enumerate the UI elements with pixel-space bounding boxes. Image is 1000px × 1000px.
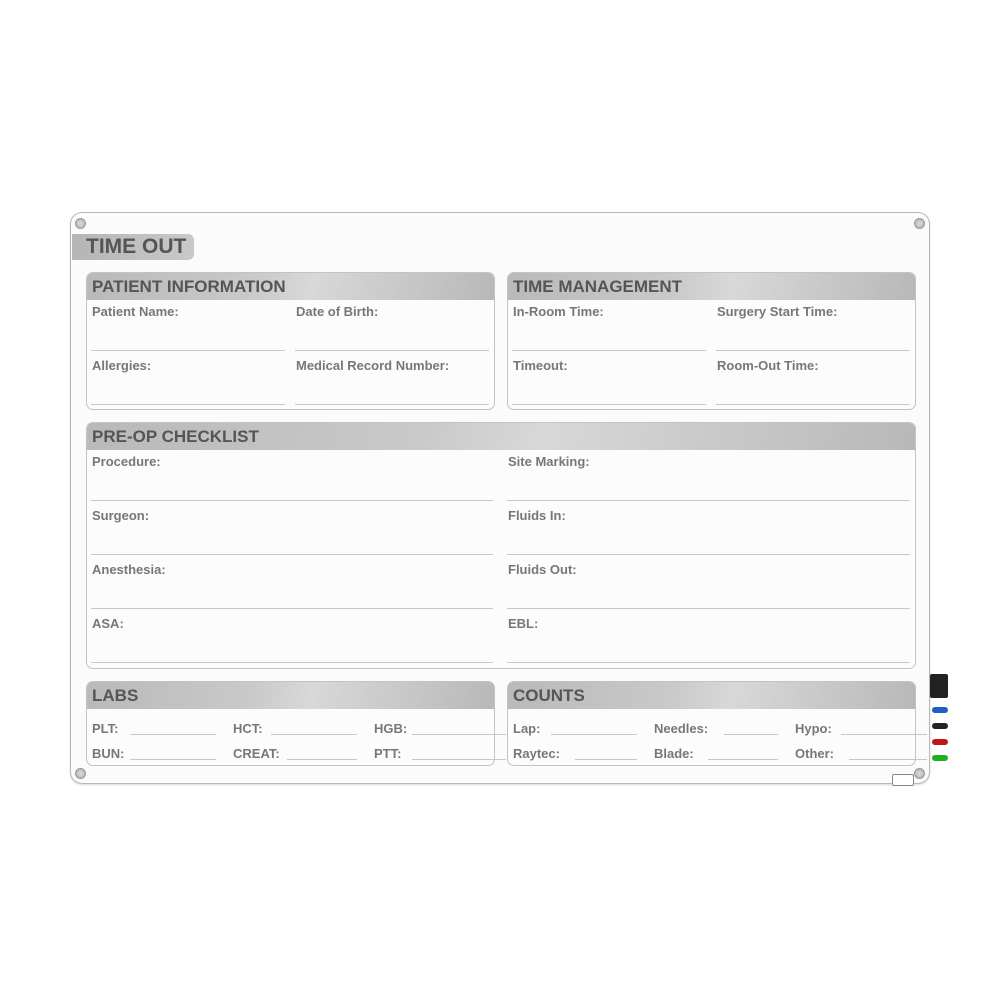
surgery-start-time-label: Surgery Start Time: bbox=[717, 304, 838, 319]
in-room-time-write-line[interactable] bbox=[512, 350, 706, 351]
site-marking-write-line[interactable] bbox=[507, 500, 910, 501]
hct-write-line[interactable] bbox=[271, 734, 357, 735]
hypo-write-line[interactable] bbox=[841, 734, 927, 735]
room-out-time-write-line[interactable] bbox=[716, 404, 910, 405]
mounting-screw-icon bbox=[75, 218, 86, 229]
needles-write-line[interactable] bbox=[724, 734, 778, 735]
asa-write-line[interactable] bbox=[91, 662, 493, 663]
hgb-label: HGB: bbox=[374, 721, 408, 736]
blade-label: Blade: bbox=[654, 746, 694, 761]
medical-record-number-label: Medical Record Number: bbox=[296, 358, 450, 373]
surgeon-label: Surgeon: bbox=[92, 508, 150, 523]
in-room-time-label: In-Room Time: bbox=[513, 304, 604, 319]
mounting-screw-icon bbox=[75, 768, 86, 779]
time-management-panel: TIME MANAGEMENT bbox=[507, 272, 916, 410]
green-marker[interactable] bbox=[932, 755, 948, 761]
panel-heading: COUNTS bbox=[508, 682, 915, 709]
black-marker[interactable] bbox=[932, 723, 948, 729]
plt-write-line[interactable] bbox=[130, 734, 216, 735]
panel-heading: LABS bbox=[87, 682, 494, 709]
medical-record-number-write-line[interactable] bbox=[295, 404, 489, 405]
counts-panel: COUNTS bbox=[507, 681, 916, 766]
mounting-screw-icon bbox=[914, 768, 925, 779]
hct-label: HCT: bbox=[233, 721, 263, 736]
panel-heading: TIME MANAGEMENT bbox=[508, 273, 915, 300]
ptt-label: PTT: bbox=[374, 746, 402, 761]
other-write-line[interactable] bbox=[849, 759, 927, 760]
timeout-label: Timeout: bbox=[513, 358, 568, 373]
ebl-label: EBL: bbox=[508, 616, 539, 631]
hgb-write-line[interactable] bbox=[412, 734, 506, 735]
board-title: TIME OUT bbox=[72, 234, 194, 260]
fluids-in-write-line[interactable] bbox=[507, 554, 910, 555]
marker-tray bbox=[892, 774, 914, 786]
eraser[interactable] bbox=[930, 674, 948, 698]
surgery-start-time-write-line[interactable] bbox=[716, 350, 910, 351]
panel-heading: PRE-OP CHECKLIST bbox=[87, 423, 915, 450]
patient-information-panel: PATIENT INFORMATION bbox=[86, 272, 495, 410]
site-marking-label: Site Marking: bbox=[508, 454, 590, 469]
procedure-label: Procedure: bbox=[92, 454, 161, 469]
pre-op-checklist-panel: PRE-OP CHECKLIST bbox=[86, 422, 916, 669]
allergies-label: Allergies: bbox=[92, 358, 152, 373]
patient-name-write-line[interactable] bbox=[91, 350, 285, 351]
mounting-screw-icon bbox=[914, 218, 925, 229]
asa-label: ASA: bbox=[92, 616, 124, 631]
other-label: Other: bbox=[795, 746, 834, 761]
fluids-out-label: Fluids Out: bbox=[508, 562, 577, 577]
bun-write-line[interactable] bbox=[130, 759, 216, 760]
anesthesia-label: Anesthesia: bbox=[92, 562, 166, 577]
needles-label: Needles: bbox=[654, 721, 709, 736]
procedure-write-line[interactable] bbox=[91, 500, 493, 501]
anesthesia-write-line[interactable] bbox=[91, 608, 493, 609]
patient-name-label: Patient Name: bbox=[92, 304, 179, 319]
lap-label: Lap: bbox=[513, 721, 541, 736]
raytec-label: Raytec: bbox=[513, 746, 560, 761]
blade-write-line[interactable] bbox=[708, 759, 778, 760]
blue-marker[interactable] bbox=[932, 707, 948, 713]
bun-label: BUN: bbox=[92, 746, 125, 761]
plt-label: PLT: bbox=[92, 721, 119, 736]
allergies-write-line[interactable] bbox=[91, 404, 285, 405]
lap-write-line[interactable] bbox=[551, 734, 637, 735]
surgeon-write-line[interactable] bbox=[91, 554, 493, 555]
room-out-time-label: Room-Out Time: bbox=[717, 358, 819, 373]
fluids-in-label: Fluids In: bbox=[508, 508, 566, 523]
ebl-write-line[interactable] bbox=[507, 662, 910, 663]
date-of-birth-label: Date of Birth: bbox=[296, 304, 379, 319]
ptt-write-line[interactable] bbox=[412, 759, 506, 760]
labs-panel: LABS bbox=[86, 681, 495, 766]
raytec-write-line[interactable] bbox=[575, 759, 637, 760]
panel-heading: PATIENT INFORMATION bbox=[87, 273, 494, 300]
creat-label: CREAT: bbox=[233, 746, 280, 761]
timeout-write-line[interactable] bbox=[512, 404, 706, 405]
date-of-birth-write-line[interactable] bbox=[295, 350, 489, 351]
fluids-out-write-line[interactable] bbox=[507, 608, 910, 609]
creat-write-line[interactable] bbox=[287, 759, 357, 760]
red-marker[interactable] bbox=[932, 739, 948, 745]
hypo-label: Hypo: bbox=[795, 721, 832, 736]
